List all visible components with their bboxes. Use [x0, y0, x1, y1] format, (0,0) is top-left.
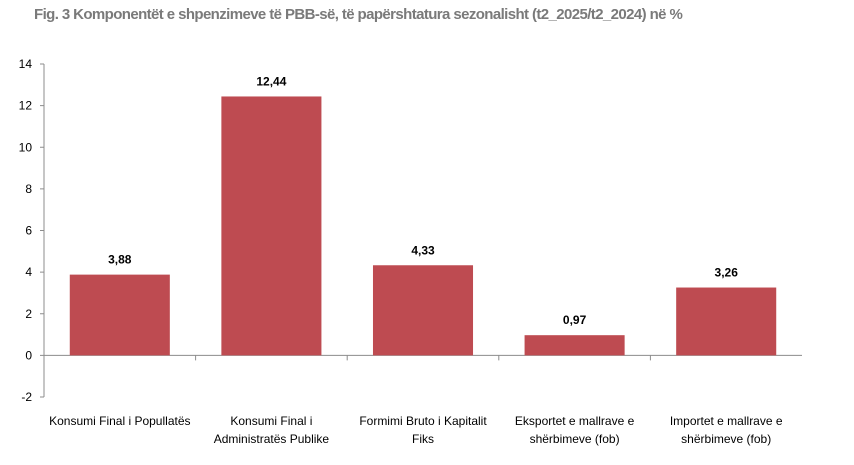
category-label: Fiks — [412, 432, 434, 446]
data-label: 3,88 — [108, 253, 132, 267]
chart-title: Fig. 3 Komponentët e shpenzimeve të PBB-… — [34, 6, 683, 23]
y-tick-label: 2 — [25, 307, 32, 321]
category-label: Formimi Bruto i Kapitalit — [359, 414, 487, 428]
data-label: 12,44 — [256, 74, 286, 88]
bar — [676, 287, 777, 356]
y-tick-label: 8 — [25, 182, 32, 196]
bar — [221, 96, 322, 356]
category-label: Administratës Publike — [214, 432, 330, 446]
category-label: Eksportet e mallrave e — [515, 414, 635, 428]
category-label: Importet e mallrave e — [670, 414, 783, 428]
bar — [69, 274, 170, 356]
bars — [69, 96, 777, 356]
category-label: shërbimeve (fob) — [681, 432, 771, 446]
y-tick-label: 12 — [19, 99, 33, 113]
y-tick-label: 6 — [25, 224, 32, 238]
category-label: Konsumi Final i — [230, 414, 312, 428]
y-tick-label: -2 — [21, 390, 32, 404]
category-label: shërbimeve (fob) — [530, 432, 620, 446]
y-axis: -2 0 2 4 6 8 10 12 14 — [19, 57, 802, 404]
data-label: 3,26 — [715, 266, 739, 280]
category-label: Konsumi Final i Popullatës — [49, 414, 190, 428]
y-tick-label: 4 — [25, 265, 32, 279]
category-labels: Konsumi Final i Popullatës Konsumi Final … — [49, 414, 783, 446]
bar — [524, 335, 625, 356]
bar — [372, 265, 474, 356]
y-tick-label: 14 — [19, 57, 33, 71]
data-labels: 3,88 12,44 4,33 0,97 3,26 — [108, 74, 738, 327]
y-tick-label: 10 — [19, 140, 33, 154]
y-tick-label: 0 — [25, 348, 32, 362]
data-label: 4,33 — [411, 243, 435, 257]
data-label: 0,97 — [563, 313, 587, 327]
